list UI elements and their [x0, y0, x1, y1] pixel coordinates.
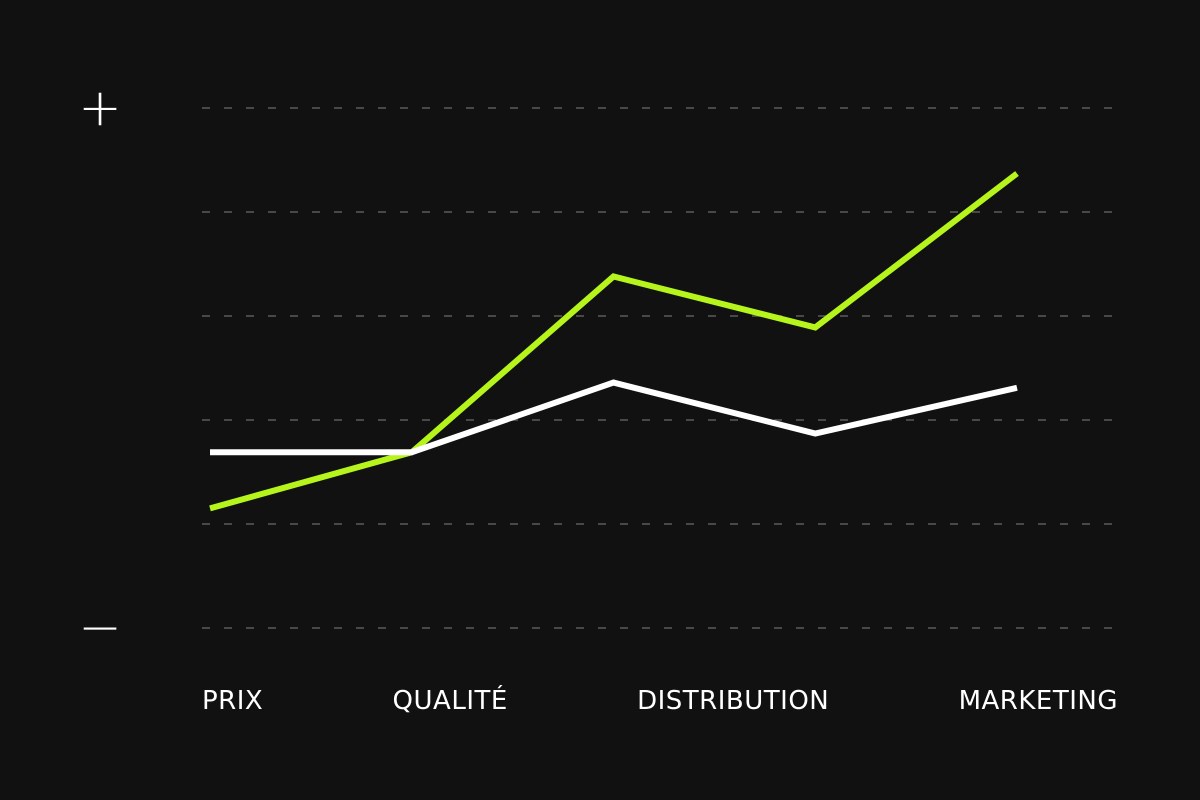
series-line [210, 379, 1018, 456]
x-tick-label: DISTRIBUTION [637, 686, 830, 716]
series-line [209, 171, 1019, 512]
y-tick-label: − [78, 598, 122, 658]
x-tick-label: PRIX [202, 686, 264, 716]
y-tick-label: + [78, 78, 122, 138]
x-labels: PRIX QUALITÉ DISTRIBUTION MARKETING [202, 686, 1118, 726]
x-tick-label: MARKETING [958, 686, 1118, 716]
x-tick-label: QUALITÉ [392, 686, 508, 716]
